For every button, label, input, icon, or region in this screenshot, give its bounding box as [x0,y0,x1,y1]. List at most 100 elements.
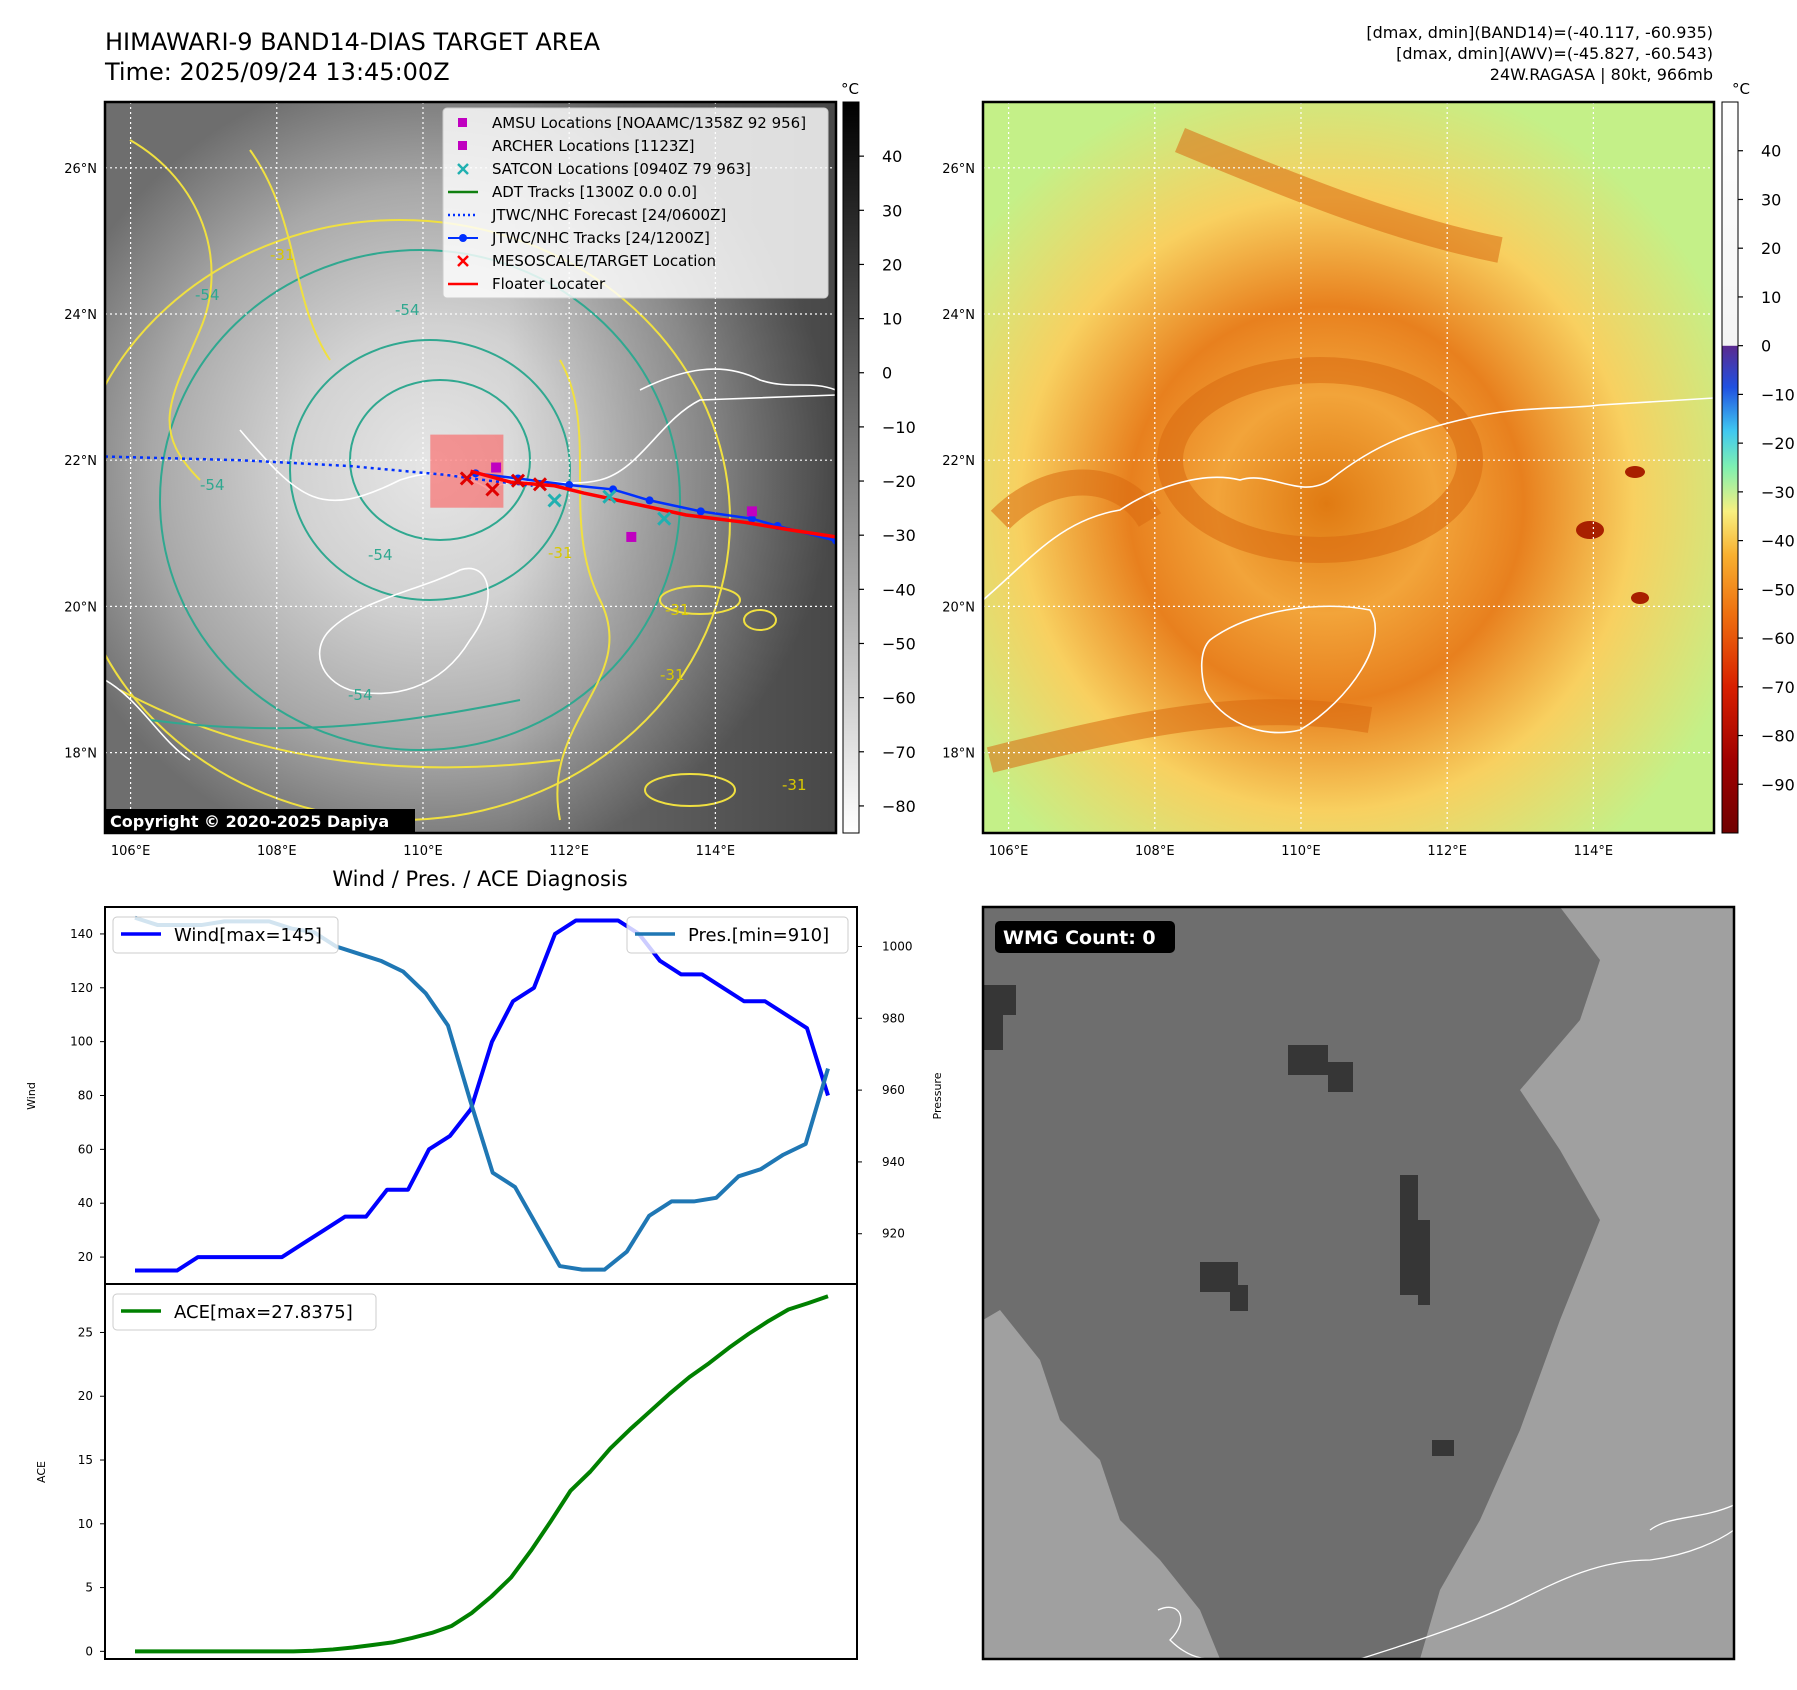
diagnosis-title: Wind / Pres. / ACE Diagnosis [332,867,627,891]
pressure-legend: Pres.[min=910] [626,916,849,954]
awv-colorbar-tick: 30 [1761,190,1781,209]
legend-item: JTWC/NHC Tracks [24/1200Z] [448,229,710,247]
awv-colorbar-tick: 10 [1761,288,1781,307]
ir-colorbar-tick: 20 [882,255,902,274]
awv-colorbar-tick: −60 [1761,629,1795,648]
pressure-tick-label: 920 [882,1227,905,1241]
copyright-badge [105,809,415,833]
awv-colorbar-tick: −50 [1761,580,1795,599]
wmg-count-badge [995,921,1175,953]
awv-colorbar-tick: 40 [1761,142,1781,161]
wmg-count-text: WMG Count: 0 [1003,927,1156,949]
awv-lat-label: 22°N [942,454,975,469]
ir-colorbar-tick: −20 [882,472,916,491]
wind-legend-label: Wind[max=145] [174,925,322,946]
ir-colorbar-tick: −60 [882,689,916,708]
legend-item: ARCHER Locations [1123Z] [458,137,695,155]
awv-lon-label: 110°E [1281,844,1321,859]
ace-tick-label: 15 [78,1453,93,1467]
awv-colorbar-tick: −10 [1761,385,1795,404]
awv-colorbar-tick: −80 [1761,727,1795,746]
awv-map-panel: 106°E 108°E 110°E 112°E 114°E 26°N 24°N 22°N 20… [942,100,1716,859]
ir-colorbar-tick: 30 [882,201,902,220]
awv-gridlines [983,102,1714,833]
ace-tick-label: 10 [78,1517,93,1531]
contour-label: -54 [395,301,420,319]
satcon-location [657,511,672,526]
ir-colorbar-tick: −40 [882,580,916,599]
wind-series-line [135,918,830,1273]
wmg-panel: WMG Count: 0 [981,905,1736,1661]
awv-colorbar-unit: °C [1732,80,1750,98]
ace-chart: 0 5 10 15 20 25 ACE ACE[max=27.8375] [35,1283,858,1660]
ir-map-panel: 106°E 108°E 110°E 112°E 114°E 26°N 24°N 22°N 20… [64,100,838,859]
contour-label: -54 [200,476,225,494]
satcon-location [547,493,562,508]
ir-colorbar-tick: −50 [882,634,916,653]
figure-title-line2: Time: 2025/09/24 13:45:00Z [104,58,450,86]
contour-label: -31 [665,601,690,619]
pressure-tick-label: 980 [882,1011,905,1025]
pressure-tick-label: 1000 [882,939,913,953]
legend-label: SATCON Locations [0940Z 79 963] [492,160,751,178]
ir-colorbar-tick: 0 [882,364,892,383]
ir-lat-label: 20°N [64,600,97,615]
pressure-legend-label: Pres.[min=910] [688,925,829,946]
ir-colorbar-tick: 40 [882,147,902,166]
awv-lon-label: 114°E [1574,844,1614,859]
target-location [510,473,526,488]
wind-tick-label: 40 [78,1196,93,1210]
awv-lon-label: 108°E [1135,844,1175,859]
ace-series-line [135,1294,829,1654]
contour-label: -54 [348,686,373,704]
wind-tick-label: 80 [78,1089,93,1103]
awv-lat-label: 20°N [942,600,975,615]
ace-axis-label: ACE [35,1461,48,1483]
legend-label: ADT Tracks [1300Z 0.0 0.0] [492,183,697,201]
awv-colorbar-tick: −30 [1761,483,1795,502]
ace-tick-label: 5 [85,1581,93,1595]
legend-item: ADT Tracks [1300Z 0.0 0.0] [448,183,697,201]
jtwc-track-point [747,514,756,523]
floater-locater-track [470,469,836,539]
ir-lat-label: 24°N [64,308,97,323]
ir-colorbar-tick: −70 [882,743,916,762]
target-location [459,471,474,486]
awv-lon-label: 112°E [1427,844,1467,859]
legend-item: MESOSCALE/TARGET Location [457,252,716,270]
wind-legend: Wind[max=145] [112,916,339,954]
info-line3: 24W.RAGASA | 80kt, 966mb [1490,65,1713,84]
wmg-light-region-left [983,1310,1220,1659]
satcon-location [602,489,617,504]
ir-lon-label: 106°E [111,844,151,859]
amsu-location [626,531,637,542]
wmg-light-region-right [1420,907,1734,1659]
awv-coastline [983,397,1714,734]
ir-colorbar-tick: −30 [882,526,916,545]
amsu-location [491,462,502,473]
legend-item: AMSU Locations [NOAAMC/1358Z 92 956] [458,114,806,132]
ir-colorbar-tick: −10 [882,418,916,437]
ir-lat-label: 22°N [64,454,97,469]
ir-colorbar: °C 40 30 20 10 0 −10 −20 −30 −40 −50 −60 −70 −80 [841,80,916,834]
info-line1: [dmax, dmin](BAND14)=(-40.117, -60.935) [1366,23,1713,42]
awv-colorbar-tick: −70 [1761,678,1795,697]
wind-tick-label: 140 [70,927,93,941]
legend-item: SATCON Locations [0940Z 79 963] [457,160,751,178]
awv-colorbar-tick: −40 [1761,532,1795,551]
ir-lat-label: 26°N [64,162,97,177]
contour-label: -31 [660,666,685,684]
wind-tick-label: 20 [78,1250,93,1264]
ace-tick-label: 20 [78,1389,93,1403]
figure-title-line1: HIMAWARI-9 BAND14-DIAS TARGET AREA [105,28,601,56]
ir-legend: AMSU Locations [NOAAMC/1358Z 92 956] ARCH… [442,107,829,299]
ir-lon-label: 108°E [257,844,297,859]
amsu-location [746,506,757,517]
ir-colorbar-tick: 10 [882,310,902,329]
awv-colorbar-tick: 0 [1761,337,1771,356]
awv-colorbar-tick: −20 [1761,434,1795,453]
contour-labels: -31 -54 -54 -54 -31 -31 -54 -54 -31 -31 [195,246,807,794]
contour-label: -54 [195,286,220,304]
awv-colorbar-tick: −90 [1761,775,1795,794]
